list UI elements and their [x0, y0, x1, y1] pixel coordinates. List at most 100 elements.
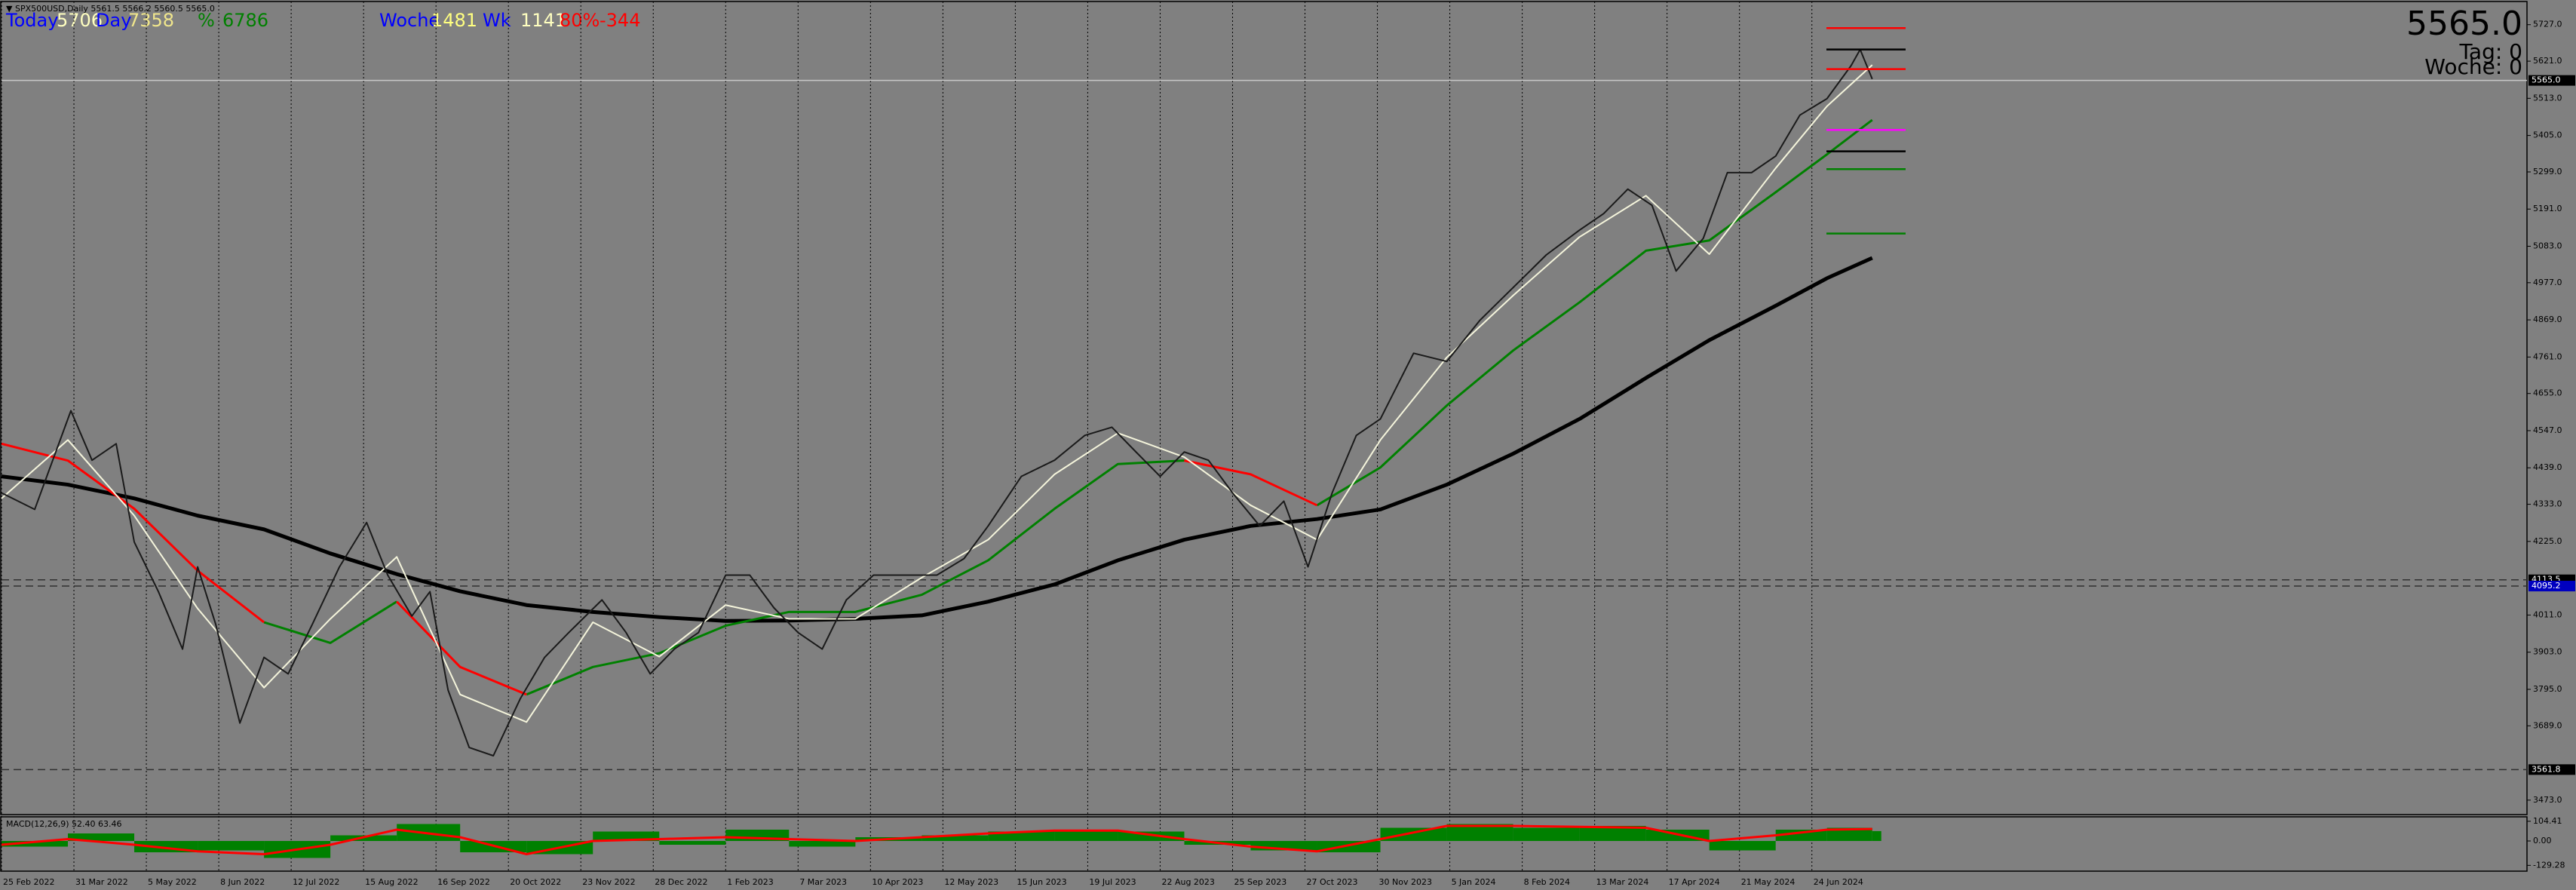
moving-average	[1, 442, 1318, 696]
x-tick-label: 8 Feb 2024	[1524, 877, 1570, 887]
x-tick-label: 8 Jun 2022	[220, 877, 265, 887]
macd-bar	[1380, 827, 1447, 841]
x-tick-label: 10 Apr 2023	[872, 877, 923, 887]
x-tick-label: 31 Mar 2022	[75, 877, 128, 887]
macd-signal	[1, 824, 1872, 855]
macd-bar	[988, 831, 1055, 841]
macd-y-tick-label: -129.28	[2533, 860, 2565, 870]
x-tick-label: 25 Sep 2023	[1234, 877, 1286, 887]
macd-bar	[1446, 824, 1513, 841]
macd-bar	[1579, 826, 1646, 841]
x-tick-label: 28 Dec 2022	[655, 877, 707, 887]
macd-title: MACD(12,26,9) 52.40 63.46	[6, 819, 122, 829]
x-tick-label: 12 Jul 2022	[293, 877, 339, 887]
macd-bar	[1054, 830, 1118, 841]
macd-bar	[1317, 841, 1381, 852]
y-tick-label: 4655.0	[2533, 388, 2562, 398]
x-tick-label: 21 May 2024	[1741, 877, 1796, 887]
y-tick-label: 5621.0	[2533, 56, 2562, 66]
x-tick-label: 12 May 2023	[944, 877, 998, 887]
y-tick-label: 4977.0	[2533, 278, 2562, 287]
header-item: 80%	[560, 10, 600, 31]
moving-average	[263, 118, 1873, 696]
macd-bar	[659, 841, 726, 845]
x-tick-label: 16 Sep 2022	[437, 877, 490, 887]
macd-bar	[1118, 831, 1185, 841]
moving-average	[1, 64, 1873, 723]
x-tick-label: 1 Feb 2023	[727, 877, 773, 887]
x-tick-label: 15 Jun 2023	[1017, 877, 1066, 887]
macd-bar	[1513, 827, 1580, 841]
macd-y-tick-label: 0.00	[2533, 836, 2552, 846]
price-box	[2528, 75, 2575, 86]
price-box	[2528, 581, 2575, 592]
y-tick-label: 4869.0	[2533, 315, 2562, 324]
header-item: Woche	[379, 10, 440, 31]
y-tick-label: 3795.0	[2533, 684, 2562, 694]
x-tick-label: 5 May 2022	[148, 877, 197, 887]
y-tick-label: 4761.0	[2533, 351, 2562, 361]
header-item: 7358	[128, 10, 174, 31]
macd-bar	[68, 833, 135, 841]
y-tick-label: 4011.0	[2533, 609, 2562, 619]
macd-y-tick-label: 104.41	[2533, 816, 2562, 826]
x-tick-label: 13 Mar 2024	[1596, 877, 1649, 887]
header-item: %	[198, 10, 215, 31]
x-tick-label: 22 Aug 2023	[1161, 877, 1214, 887]
header-item: 6786	[222, 10, 268, 31]
price-line-series	[1, 48, 1873, 756]
macd-bar	[198, 841, 265, 851]
header-item: 5706	[57, 10, 103, 31]
tag-counter: Tag: 0	[2458, 39, 2522, 64]
price-box-label: 5565.0	[2532, 75, 2561, 85]
price-box-label: 3561.8	[2532, 764, 2561, 774]
x-tick-label: 19 Jul 2023	[1089, 877, 1136, 887]
macd-bar	[1709, 841, 1776, 851]
x-tick-label: 5 Jan 2024	[1452, 877, 1496, 887]
y-tick-label: 3473.0	[2533, 795, 2562, 805]
macd-bar	[2, 841, 69, 847]
macd-bar	[1826, 827, 1872, 841]
x-tick-label: 30 Nov 2023	[1379, 877, 1432, 887]
price-box	[2528, 764, 2575, 775]
x-tick-label: 25 Feb 2022	[3, 877, 54, 887]
main-frame	[0, 1, 2528, 815]
x-tick-label: 24 Jun 2024	[1814, 877, 1863, 887]
y-tick-label: 3903.0	[2533, 647, 2562, 657]
y-tick-label: 4439.0	[2533, 462, 2562, 472]
y-tick-label: 4547.0	[2533, 425, 2562, 435]
y-tick-label: 4225.0	[2533, 536, 2562, 546]
x-tick-label: 7 Mar 2023	[799, 877, 847, 887]
y-tick-label: 4333.0	[2533, 499, 2562, 509]
macd-bar	[1775, 830, 1827, 841]
y-tick-label: 5727.0	[2533, 20, 2562, 29]
header-item: Day	[96, 10, 131, 31]
y-tick-label: 3689.0	[2533, 720, 2562, 730]
header-item: 1481	[431, 10, 477, 31]
y-tick-label: 5191.0	[2533, 204, 2562, 213]
y-tick-label: 5083.0	[2533, 241, 2562, 250]
macd-bar	[1872, 830, 1881, 841]
y-tick-label: 5513.0	[2533, 93, 2562, 103]
x-tick-label: 15 Aug 2022	[365, 877, 418, 887]
x-tick-label: 23 Nov 2022	[582, 877, 635, 887]
header-item: Wk	[483, 10, 511, 31]
macd-bar	[922, 835, 989, 841]
header-item: 1141	[520, 10, 566, 31]
macd-bar	[789, 841, 856, 847]
header-item: -344	[600, 10, 640, 31]
x-tick-label: 17 Apr 2024	[1669, 877, 1720, 887]
price-big: 5565.0	[2406, 5, 2522, 43]
x-tick-label: 27 Oct 2023	[1307, 877, 1358, 887]
moving-average	[1, 256, 1873, 623]
y-tick-label: 5299.0	[2533, 167, 2562, 176]
y-tick-label: 5405.0	[2533, 130, 2562, 140]
x-tick-label: 20 Oct 2022	[510, 877, 561, 887]
woche-counter: Woche: 0	[2424, 54, 2522, 79]
macd-frame	[0, 816, 2528, 872]
header-item: Today	[5, 10, 58, 31]
price-box-label: 4095.2	[2532, 581, 2561, 591]
symbol-title: ▼ SPX500USD,Daily 5561.5 5566.2 5560.5 5…	[6, 4, 215, 14]
